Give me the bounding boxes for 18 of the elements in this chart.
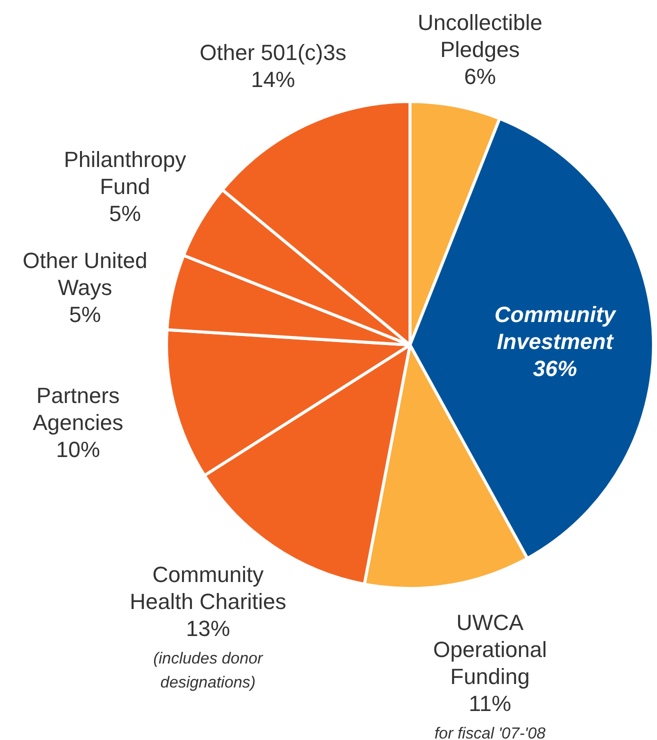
- slice-label: Uncollectible Pledges: [418, 10, 542, 62]
- data-label: 5%: [109, 201, 141, 226]
- slice-label: Community Investment: [494, 302, 618, 354]
- slice-label: Community Health Charities: [130, 562, 286, 614]
- data-label: 11%: [468, 691, 512, 716]
- slice-label: UWCA Operational Funding: [433, 610, 547, 690]
- data-label: 10%: [56, 437, 100, 462]
- data-label: 6%: [464, 64, 496, 90]
- slice-label: Philanthropy Fund: [64, 147, 186, 200]
- slice-label: Other 501(c)3s: [200, 40, 346, 66]
- slice-label: Partners Agencies: [32, 383, 124, 436]
- data-label: 13%: [186, 616, 230, 642]
- data-label: 14%: [250, 67, 296, 92]
- text: (includes donor designations): [153, 650, 264, 692]
- slice-label: Other United Ways: [22, 248, 148, 300]
- text: for fiscal '07-'08: [434, 725, 546, 740]
- data-label: 36%: [532, 356, 578, 382]
- data-label: 5%: [69, 302, 101, 328]
